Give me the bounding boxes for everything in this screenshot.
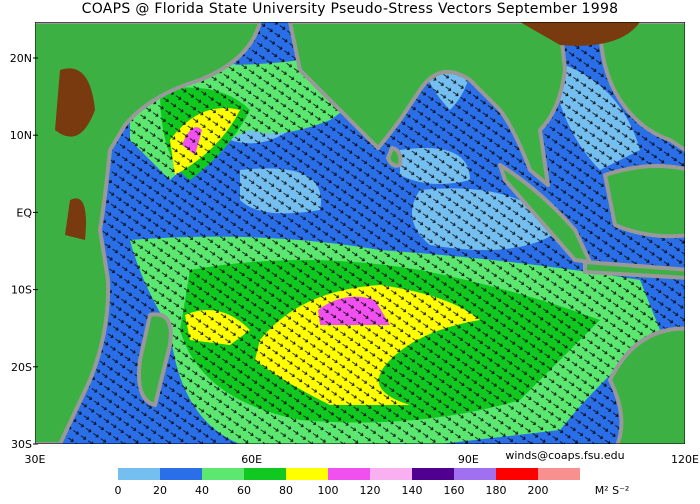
colorbar-tick-label: 140 [402, 484, 423, 497]
credit: winds@coaps.fsu.edu [505, 449, 624, 462]
lon-label: 60E [241, 453, 262, 466]
colorbar-tick-label: 20 [153, 484, 167, 497]
colorbar-segment [286, 468, 328, 480]
colorbar-tick-label: 100 [318, 484, 339, 497]
lat-label: 20S [11, 361, 32, 374]
colorbar-tick-label: 0 [115, 484, 122, 497]
axes: 20N 10N EQ 10S 20S 30S 30E 60E 90E 120E [10, 52, 699, 466]
land [35, 22, 685, 444]
colorbar: 0 20 40 60 80 100 120 140 160 180 200 M² S⁻² [115, 468, 630, 497]
lon-label: 30E [25, 453, 46, 466]
colorbar-segment [244, 468, 286, 480]
highlands [55, 22, 640, 240]
colorbar-tick-label: 180 [486, 484, 507, 497]
lat-label: 10S [11, 284, 32, 297]
colorbar-segment [160, 468, 202, 480]
colorbar-segment [454, 468, 496, 480]
colorbar-segment [412, 468, 454, 480]
colorbar-segment [496, 468, 538, 480]
colorbar-segment [202, 468, 244, 480]
colorbar-units: M² S⁻² [595, 484, 630, 497]
lat-label: 30S [11, 438, 32, 451]
lat-label: EQ [16, 206, 32, 219]
lon-label: 120E [671, 453, 699, 466]
colorbar-segment [370, 468, 412, 480]
map [35, 22, 685, 444]
colorbar-tick-label: 80 [279, 484, 293, 497]
lat-label: 10N [10, 129, 32, 142]
colorbar-tick-label: 160 [444, 484, 465, 497]
colorbar-tick-label: 60 [237, 484, 251, 497]
lat-label: 20N [10, 52, 32, 65]
colorbar-tick-label: 200 [528, 484, 549, 497]
colorbar-segment [328, 468, 370, 480]
colorbar-segment [538, 468, 580, 480]
colorbar-segment [118, 468, 160, 480]
title: COAPS @ Florida State University Pseudo-… [82, 1, 619, 17]
colorbar-tick-label: 40 [195, 484, 209, 497]
colorbar-tick-label: 120 [360, 484, 381, 497]
lon-label: 90E [458, 453, 479, 466]
